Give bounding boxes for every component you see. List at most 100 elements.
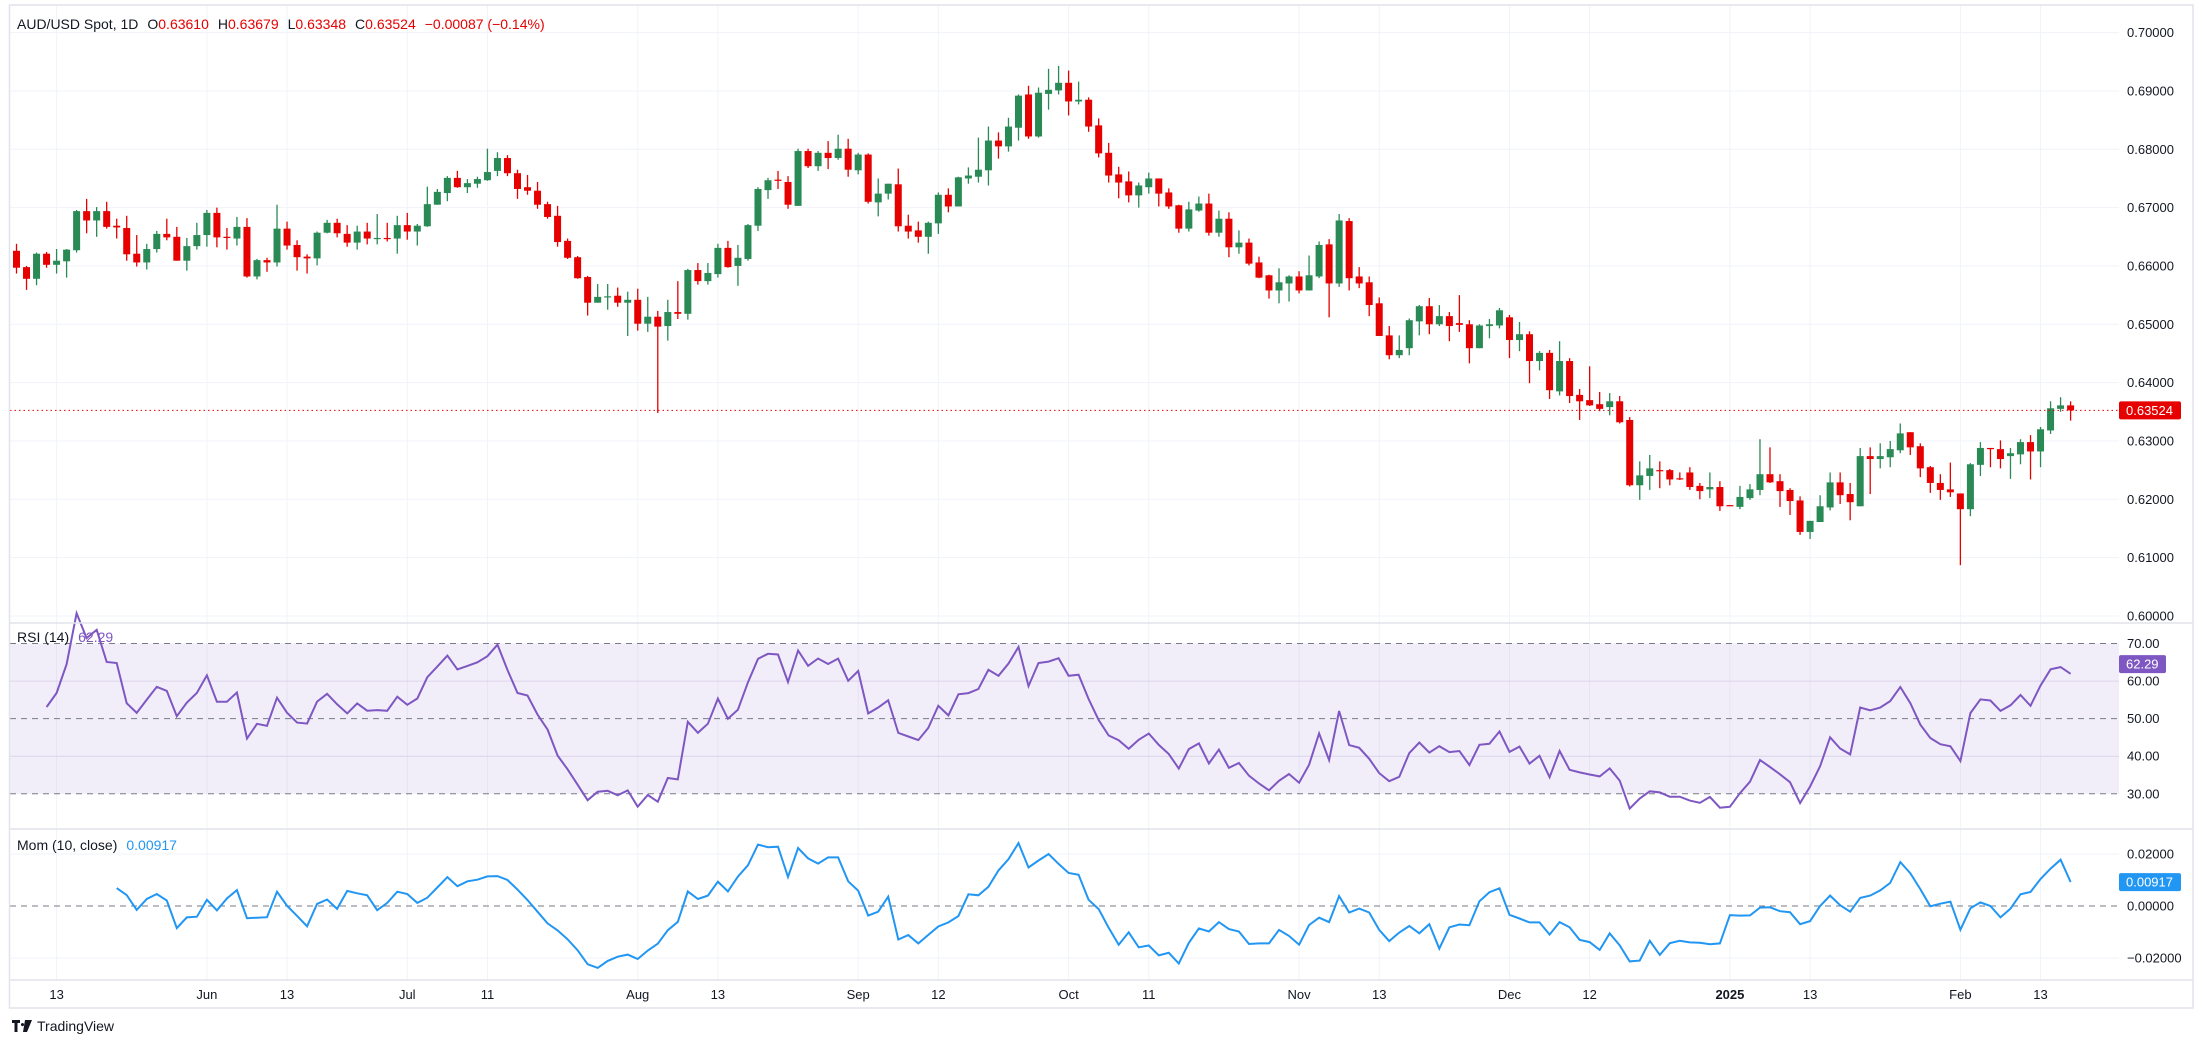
candle	[904, 214, 912, 239]
candle-body	[1996, 449, 2004, 460]
candle	[1966, 463, 1974, 517]
mom-label: Mom (10, close)	[17, 837, 118, 853]
candle-body	[1465, 324, 1473, 349]
candle	[373, 214, 381, 245]
price-tick-label: 0.63000	[2127, 433, 2174, 448]
candle	[1085, 97, 1093, 132]
candle-body	[253, 260, 261, 277]
candle-body	[1856, 456, 1864, 507]
candle-body	[624, 299, 632, 303]
candle-body	[1556, 361, 1564, 392]
candle-body	[1245, 242, 1253, 264]
candle	[163, 218, 171, 241]
candle-body	[1946, 489, 1954, 493]
symbol-legend[interactable]: AUD/USD Spot, 1D O 0.63610 H 0.63679 L 0.63…	[17, 16, 545, 32]
candle	[1996, 440, 2004, 469]
candle-body	[123, 228, 131, 255]
time-tick-label: 12	[931, 987, 945, 1002]
rsi-axis[interactable]: 70.00 60.00 50.00 40.00 30.00	[2127, 636, 2160, 801]
price-axis[interactable]: 0.70000 0.69000 0.68000 0.67000 0.66000 0.650…	[2127, 25, 2174, 623]
candle	[1185, 201, 1193, 232]
candle	[213, 207, 221, 248]
candle	[1636, 461, 1644, 500]
price-tick-label: 0.61000	[2127, 550, 2174, 565]
open-value: 0.63610	[158, 16, 209, 32]
tradingview-brand[interactable]: TradingView	[12, 1018, 114, 1034]
candle	[984, 126, 992, 186]
grid	[10, 5, 2119, 980]
candle-body	[13, 250, 20, 268]
rsi-value: 62.29	[78, 629, 114, 645]
candle	[724, 240, 732, 268]
candle	[273, 204, 281, 267]
high-label: H	[217, 16, 228, 32]
candle	[173, 226, 181, 261]
candle	[53, 249, 61, 274]
candle-body	[1616, 401, 1624, 423]
mom-value-badge-bg	[2119, 873, 2181, 892]
candle	[1065, 70, 1073, 116]
candle	[2067, 401, 2075, 421]
candle	[103, 201, 111, 229]
candle	[1856, 447, 1864, 507]
candle-body	[1495, 310, 1503, 326]
candle	[1716, 481, 1724, 511]
candle-body	[353, 231, 361, 243]
candle	[313, 231, 321, 266]
candle	[33, 252, 41, 286]
candle	[1125, 171, 1133, 203]
candle-body	[343, 233, 351, 243]
candle	[1355, 267, 1363, 289]
candle-body	[774, 179, 782, 181]
candle	[453, 170, 461, 188]
time-tick-label: Jul	[399, 987, 416, 1002]
candle	[1045, 68, 1053, 110]
candle	[1956, 493, 1964, 566]
candle-body	[173, 236, 181, 261]
time-axis[interactable]: 13 Jun 13 Jul 11 Aug 13 Sep 12 Oct 11 Nov 13 Dec 12 202…	[49, 987, 2047, 1002]
candle-body	[754, 188, 762, 226]
candle-body	[974, 169, 982, 177]
candle	[974, 137, 982, 183]
candle	[1656, 461, 1664, 489]
candle	[1215, 210, 1223, 237]
candle	[624, 291, 632, 336]
rsi-tick-label: 40.00	[2127, 749, 2160, 764]
candle-body	[664, 312, 672, 327]
candle-body	[1235, 242, 1243, 248]
candle	[1616, 396, 1624, 424]
rsi-legend[interactable]: RSI (14) 62.29	[17, 629, 113, 645]
candle	[1325, 239, 1333, 318]
open-label: O	[147, 16, 159, 32]
candle	[183, 237, 191, 271]
candle-body	[223, 236, 231, 238]
candle	[2037, 426, 2045, 468]
candle	[393, 215, 401, 254]
mom-axis[interactable]: 0.02000 0.00000 −0.02000	[2127, 847, 2182, 966]
candle	[1836, 472, 1844, 504]
candle	[914, 221, 922, 243]
candle-body	[1165, 192, 1173, 207]
candle-body	[944, 194, 952, 207]
candle-body	[2037, 429, 2045, 452]
candle-body	[534, 190, 542, 205]
candle-body	[83, 211, 91, 221]
rsi-label: RSI (14)	[17, 629, 70, 645]
candle-body	[1375, 303, 1383, 336]
candle	[784, 176, 792, 209]
time-tick-label: 11	[1142, 987, 1156, 1002]
candle-body	[1976, 447, 1984, 465]
candle	[1275, 268, 1283, 304]
rsi-tick-label: 60.00	[2127, 674, 2160, 689]
candle	[884, 183, 892, 200]
candle	[1445, 312, 1453, 342]
candle-body	[1566, 361, 1574, 397]
candle	[1055, 65, 1063, 95]
candle	[1586, 366, 1594, 406]
candle	[1095, 118, 1103, 158]
candle	[1385, 326, 1393, 360]
candle	[223, 228, 231, 250]
mom-legend[interactable]: Mom (10, close) 0.00917	[17, 837, 177, 853]
candle	[1495, 307, 1503, 329]
